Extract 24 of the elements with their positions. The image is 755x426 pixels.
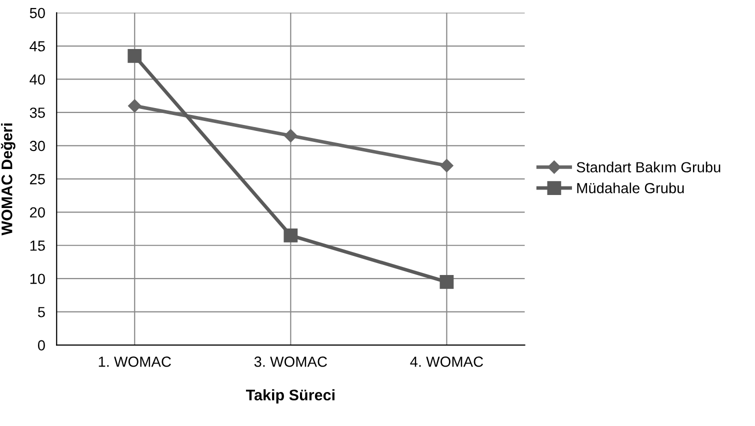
legend-label: Standart Bakım Grubu — [576, 162, 720, 172]
y-tick-label: 50 — [30, 8, 45, 18]
y-axis-title: WOMAC Değeri — [0, 124, 16, 236]
point — [128, 99, 142, 112]
y-tick-label: 15 — [30, 240, 45, 251]
y-tick-label: 25 — [30, 174, 45, 184]
y-tick-label: 5 — [38, 307, 45, 318]
x-tick-label: 1. WOMAC — [98, 356, 171, 367]
y-tick-label: 30 — [30, 140, 45, 152]
point — [128, 49, 142, 63]
point — [440, 274, 454, 289]
legend-label: Müdahale Grubu — [577, 182, 684, 194]
y-tick-label: 40 — [30, 74, 45, 85]
y-tick-label: 10 — [30, 274, 45, 284]
point — [284, 129, 298, 142]
y-tick-label: 45 — [30, 41, 45, 52]
y-tick-label: 35 — [30, 108, 45, 118]
x-tick-label: 3. WOMAC — [254, 356, 327, 367]
x-axis-title: Takip Süreci — [246, 389, 334, 404]
point — [440, 159, 454, 172]
y-tick-label: 20 — [30, 207, 45, 218]
y-tick-label: 0 — [38, 340, 45, 350]
x-tick-label: 4. WOMAC — [410, 356, 484, 367]
point — [284, 228, 298, 242]
